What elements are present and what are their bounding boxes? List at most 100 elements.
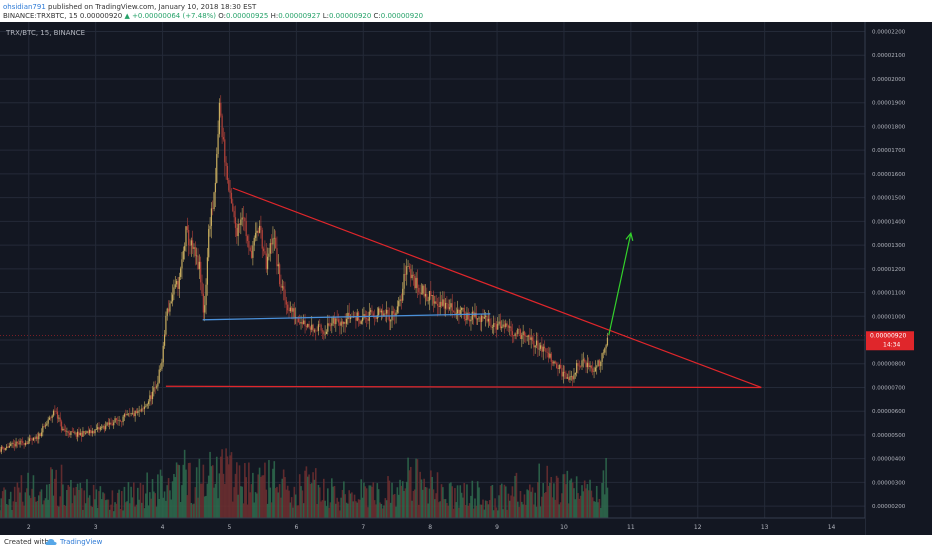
candle-body bbox=[150, 395, 152, 400]
volume-bar bbox=[294, 494, 297, 518]
volume-bar bbox=[293, 486, 296, 518]
volume-bar bbox=[365, 488, 368, 518]
volume-bar bbox=[329, 502, 332, 518]
time-axis[interactable] bbox=[0, 518, 865, 535]
candle-body bbox=[490, 325, 492, 328]
candle-body bbox=[596, 366, 598, 368]
candle-body bbox=[506, 323, 508, 326]
volume-bar bbox=[316, 504, 318, 518]
volume-bar bbox=[507, 493, 510, 518]
price-tick-label: 0.00000200 bbox=[872, 504, 906, 510]
price-tag: 0.00000920 14:34 bbox=[866, 331, 914, 351]
candle-body bbox=[455, 313, 457, 315]
candle-body bbox=[535, 340, 538, 346]
candle-body bbox=[134, 410, 136, 417]
candle-body bbox=[418, 287, 420, 293]
candle-body bbox=[384, 313, 386, 315]
candle-body bbox=[602, 352, 605, 354]
volume-bar bbox=[87, 497, 90, 518]
candle-body bbox=[276, 248, 278, 267]
tradingview-link[interactable]: TradingView bbox=[60, 538, 103, 546]
candle-body bbox=[483, 317, 485, 319]
candle-body bbox=[549, 353, 551, 358]
volume-bar bbox=[516, 501, 519, 518]
candle-body bbox=[86, 431, 88, 434]
volume-bar bbox=[603, 494, 606, 518]
volume-bar bbox=[31, 488, 33, 518]
author-link[interactable]: ohsidian791 bbox=[3, 3, 46, 11]
volume-bar bbox=[498, 495, 500, 518]
candle-body bbox=[245, 221, 247, 237]
high-label: H: bbox=[270, 12, 279, 20]
volume-bar bbox=[336, 497, 338, 518]
volume-bar bbox=[3, 487, 5, 518]
volume-bar bbox=[593, 501, 595, 518]
price-tick-label: 0.00000500 bbox=[872, 433, 906, 439]
candle-body bbox=[376, 315, 378, 319]
candle-body bbox=[6, 446, 8, 449]
candle-body bbox=[375, 316, 377, 319]
volume-bar bbox=[377, 489, 380, 518]
candle-body bbox=[127, 413, 130, 415]
candle-body bbox=[329, 325, 332, 327]
volume-bar bbox=[495, 507, 498, 518]
volume-bar bbox=[127, 482, 130, 518]
volume-bar bbox=[343, 481, 345, 518]
candle-body bbox=[600, 361, 602, 367]
volume-bar bbox=[391, 482, 393, 518]
volume-bar bbox=[470, 495, 472, 518]
volume-bar bbox=[58, 506, 60, 518]
candle-body bbox=[254, 232, 257, 238]
volume-bar bbox=[90, 505, 92, 518]
candle-body bbox=[406, 266, 408, 275]
candle-body bbox=[292, 308, 294, 312]
volume-bar bbox=[601, 482, 603, 518]
candle-body bbox=[109, 422, 111, 425]
candle-body bbox=[3, 448, 5, 450]
candle-body bbox=[574, 372, 576, 375]
candle-body bbox=[498, 321, 500, 324]
volume-bar bbox=[195, 467, 198, 518]
candle-body bbox=[320, 324, 322, 331]
candle-body bbox=[70, 431, 72, 435]
volume-bar bbox=[388, 480, 391, 518]
volume-bar bbox=[565, 484, 567, 518]
candle-body bbox=[293, 308, 295, 318]
volume-bar bbox=[143, 508, 146, 518]
volume-bar bbox=[107, 499, 110, 518]
volume-bar bbox=[59, 496, 62, 518]
volume-bar bbox=[471, 480, 474, 518]
candle-body bbox=[543, 346, 546, 349]
candle-body bbox=[19, 440, 21, 445]
candle-body bbox=[24, 442, 27, 445]
candle-body bbox=[102, 426, 104, 428]
candle-body bbox=[428, 291, 431, 301]
volume-bar bbox=[404, 488, 407, 518]
volume-bar bbox=[29, 498, 32, 518]
volume-bar bbox=[531, 487, 534, 518]
candle-body bbox=[56, 411, 59, 419]
price-chart[interactable]: 0.00000200 0.00000300 0.00000400 0.00000500… bbox=[0, 22, 932, 535]
candle-body bbox=[561, 367, 563, 377]
price-axis[interactable] bbox=[865, 22, 932, 535]
volume-bar bbox=[186, 495, 189, 518]
created-with-label: Created with bbox=[4, 538, 49, 546]
volume-bar bbox=[71, 503, 74, 518]
chart-area[interactable]: 0.00000200 0.00000300 0.00000400 0.00000500… bbox=[0, 22, 932, 535]
volume-bar bbox=[503, 484, 506, 518]
volume-bar bbox=[52, 495, 55, 518]
volume-bar bbox=[373, 500, 376, 518]
candle-body bbox=[311, 324, 313, 330]
candle-body bbox=[185, 226, 187, 247]
price-tick-label: 0.00001800 bbox=[872, 124, 906, 130]
candle-body bbox=[588, 362, 590, 367]
time-tick-label: 7 bbox=[361, 524, 365, 531]
candle-body bbox=[209, 225, 211, 230]
time-tick-label: 10 bbox=[560, 524, 568, 531]
candle-body bbox=[534, 345, 536, 348]
candle-body bbox=[300, 322, 302, 324]
volume-bar bbox=[571, 482, 574, 518]
candle-body bbox=[135, 410, 138, 414]
volume-bar bbox=[557, 477, 559, 518]
volume-bar bbox=[229, 455, 231, 518]
